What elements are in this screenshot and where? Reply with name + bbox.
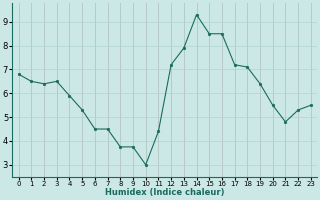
X-axis label: Humidex (Indice chaleur): Humidex (Indice chaleur) bbox=[105, 188, 225, 197]
